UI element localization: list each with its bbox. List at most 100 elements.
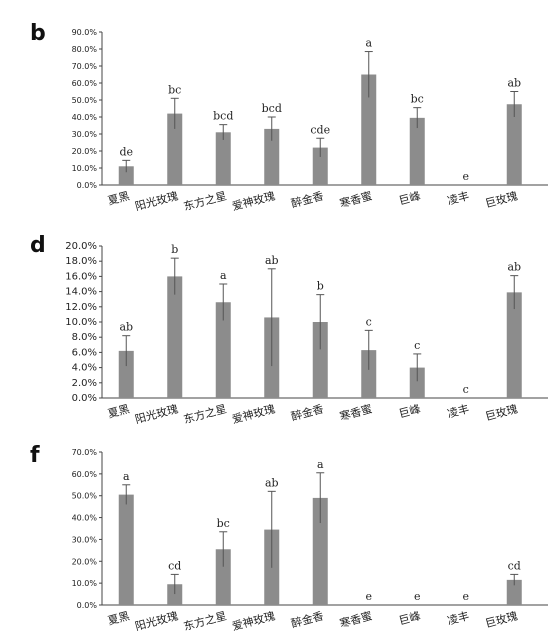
category-label: 阳光玫瑰 bbox=[133, 188, 179, 213]
significance-label: e bbox=[414, 590, 421, 603]
y-tick-label: 60.0% bbox=[72, 470, 98, 479]
significance-label: cd bbox=[508, 559, 521, 572]
bar bbox=[506, 579, 522, 605]
significance-label: ab bbox=[507, 261, 521, 274]
category-label: 巨峰 bbox=[397, 609, 422, 627]
significance-label: b bbox=[171, 243, 178, 256]
category-label: 爱神玫瑰 bbox=[230, 188, 276, 213]
panel-d-letter: d bbox=[30, 233, 46, 258]
panel-b-x-axis: 夏黑 阳光玫瑰 东方之星 爱神玫瑰 醉金香 寒香蜜 巨峰 凌丰 巨玫瑰 bbox=[106, 188, 519, 213]
y-tick-label: 2.0% bbox=[72, 378, 97, 389]
significance-label: e bbox=[462, 590, 469, 603]
panel-f-letter: f bbox=[30, 443, 40, 468]
category-label: 巨峰 bbox=[397, 189, 422, 207]
category-label: 寒香蜜 bbox=[338, 608, 373, 630]
category-label: 凌丰 bbox=[446, 188, 471, 207]
y-tick-label: 18.0% bbox=[65, 256, 97, 267]
significance-label: ab bbox=[265, 476, 279, 489]
significance-label: bcd bbox=[262, 102, 282, 115]
significance-label: bcd bbox=[213, 110, 233, 123]
panel-f-y-axis: 0.0% 10.0% 20.0% 30.0% 40.0% 50.0% 60.0% 70.0% bbox=[72, 448, 548, 610]
bar bbox=[312, 497, 328, 605]
y-tick-label: 30.0% bbox=[72, 130, 98, 139]
significance-label: bc bbox=[411, 93, 424, 106]
y-tick-label: 60.0% bbox=[72, 79, 98, 88]
significance-label: c bbox=[463, 383, 469, 396]
significance-label: bc bbox=[168, 83, 181, 96]
y-tick-label: 14.0% bbox=[65, 287, 97, 298]
significance-label: ab bbox=[119, 321, 133, 334]
y-tick-label: 50.0% bbox=[72, 96, 98, 105]
category-label: 夏黑 bbox=[106, 189, 131, 207]
category-label: 醉金香 bbox=[290, 608, 325, 630]
y-tick-label: 8.0% bbox=[72, 332, 97, 343]
bar bbox=[506, 292, 522, 398]
y-tick-label: 6.0% bbox=[72, 347, 97, 358]
y-tick-label: 80.0% bbox=[72, 45, 98, 54]
bar bbox=[409, 367, 425, 398]
panel-b-letter: b bbox=[30, 21, 46, 46]
bar bbox=[361, 74, 377, 185]
bar bbox=[361, 350, 377, 398]
bar bbox=[167, 113, 183, 185]
category-label: 东方之星 bbox=[182, 401, 228, 426]
significance-label: e bbox=[462, 170, 469, 183]
panel-d-bars: ab b a ab b c c c ab bbox=[118, 243, 522, 398]
significance-label: e bbox=[365, 590, 372, 603]
significance-label: b bbox=[317, 280, 324, 293]
category-label: 爱神玫瑰 bbox=[230, 608, 276, 633]
bar bbox=[215, 132, 231, 185]
bar bbox=[506, 104, 522, 185]
bar bbox=[264, 128, 280, 185]
category-label: 阳光玫瑰 bbox=[133, 401, 179, 426]
y-tick-label: 0.0% bbox=[72, 393, 97, 404]
bar bbox=[312, 322, 328, 398]
y-tick-label: 90.0% bbox=[72, 28, 98, 37]
bar bbox=[409, 117, 425, 185]
category-label: 凌丰 bbox=[446, 608, 471, 627]
category-label: 醉金香 bbox=[290, 188, 325, 210]
bar bbox=[118, 350, 134, 398]
panel-b-y-axis: 0.0% 10.0% 20.0% 30.0% 40.0% 50.0% 60.0% 70.0% 8… bbox=[72, 28, 548, 190]
bar bbox=[167, 276, 183, 398]
category-label: 巨玫瑰 bbox=[484, 401, 519, 423]
significance-label: c bbox=[414, 339, 420, 352]
category-label: 巨玫瑰 bbox=[484, 608, 519, 630]
y-tick-label: 50.0% bbox=[72, 492, 98, 501]
y-tick-label: 70.0% bbox=[72, 62, 98, 71]
category-label: 夏黑 bbox=[106, 402, 131, 420]
y-tick-label: 20.0% bbox=[72, 557, 98, 566]
y-tick-label: 20.0% bbox=[72, 147, 98, 156]
y-tick-label: 40.0% bbox=[72, 514, 98, 523]
significance-label: ab bbox=[265, 254, 279, 267]
y-tick-label: 4.0% bbox=[72, 363, 97, 374]
significance-label: bc bbox=[217, 517, 230, 530]
bar bbox=[215, 549, 231, 605]
y-tick-label: 10.0% bbox=[65, 317, 97, 328]
bar bbox=[167, 584, 183, 605]
significance-label: a bbox=[365, 37, 372, 50]
significance-label: de bbox=[119, 145, 133, 158]
category-label: 夏黑 bbox=[106, 609, 131, 627]
category-label: 东方之星 bbox=[182, 608, 228, 633]
y-tick-label: 0.0% bbox=[77, 601, 98, 610]
y-tick-label: 10.0% bbox=[72, 579, 98, 588]
significance-label: ab bbox=[507, 77, 521, 90]
bar bbox=[312, 147, 328, 185]
y-tick-label: 16.0% bbox=[65, 271, 97, 282]
panel-f-bars: a cd bc ab a e e e cd bbox=[118, 458, 522, 605]
panel-b-bars: de bc bcd bcd cde a bc e ab bbox=[118, 37, 522, 185]
y-tick-label: 10.0% bbox=[72, 164, 98, 173]
category-label: 爱神玫瑰 bbox=[230, 401, 276, 426]
bar bbox=[215, 302, 231, 398]
significance-label: cd bbox=[168, 559, 181, 572]
significance-label: a bbox=[317, 458, 324, 471]
category-label: 寒香蜜 bbox=[338, 188, 373, 210]
significance-label: c bbox=[366, 315, 372, 328]
category-label: 巨峰 bbox=[397, 402, 422, 420]
significance-label: cde bbox=[310, 123, 330, 136]
panel-f: f 0.0% 10.0% 20.0% 30.0% 40.0% 50.0% 60.0% 70.0… bbox=[30, 443, 548, 633]
category-label: 凌丰 bbox=[446, 401, 471, 420]
category-label: 寒香蜜 bbox=[338, 401, 373, 423]
